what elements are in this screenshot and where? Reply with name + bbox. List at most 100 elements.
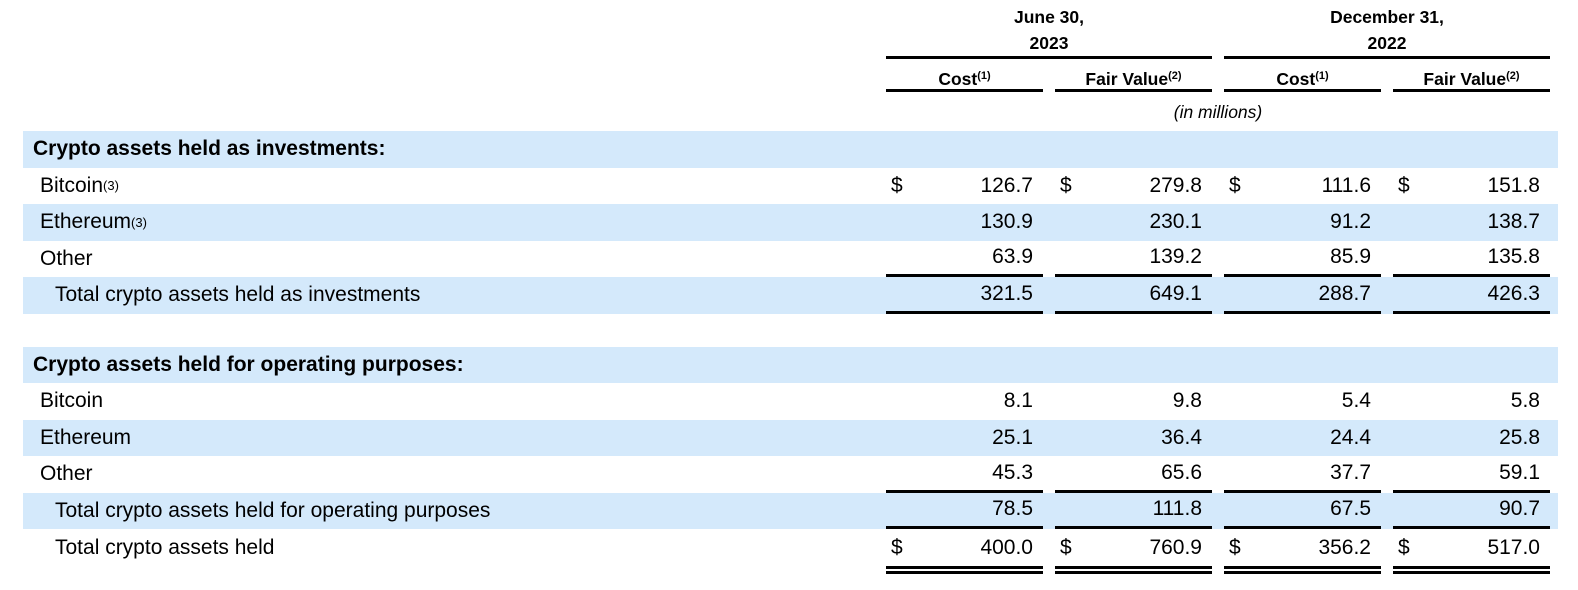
row-label-text: Ethereum [40,425,132,449]
column-gap [1381,456,1393,493]
row-tail [1550,168,1558,205]
cell-fair-value-2023: $279.8 [1055,168,1212,205]
cell-value: 78.5 [992,497,1033,521]
dollar-sign: $ [1060,535,1072,559]
row-label-text: Bitcoin [40,173,104,197]
row-label-text: Total crypto assets held as investments [55,283,421,307]
column-header-label: Fair Value [1423,69,1507,89]
cell-value: 649.1 [1149,281,1202,305]
column-gap [1212,63,1224,92]
cell-value: 37.7 [1330,460,1371,484]
cell-cost-2022: 24.4 [1224,420,1381,457]
footnote-ref: (1) [1315,70,1329,82]
column-gap [1381,277,1393,314]
section-spacer [23,314,1558,347]
cell-cost-2023: 25.1 [886,420,1043,457]
row-filler [886,131,1558,168]
row-label: Ethereum (3) [23,204,886,241]
column-gap [1381,529,1393,574]
row-tail [1550,383,1558,420]
column-gap [1212,204,1224,241]
table-row-ethereum-operating: Ethereum 25.1 36.4 24.4 25.8 [23,419,1558,457]
row-label: Other [23,456,886,493]
cell-cost-2023: 45.3 [886,456,1043,493]
cell-value: 760.9 [1149,535,1202,559]
cell-fair-value-2022: 25.8 [1393,420,1550,457]
footnote-ref: (2) [1168,70,1182,82]
cell-cost-2023: 321.5 [886,277,1043,314]
column-header-fair-value-2023: Fair Value(2) [1055,63,1212,92]
cell-value: 91.2 [1330,210,1371,234]
cell-fair-value-2022: $517.0 [1393,529,1550,574]
cell-value: 321.5 [980,281,1033,305]
header-label-spacer [23,0,886,59]
cell-value: 126.7 [980,173,1033,197]
cell-fair-value-2022: 5.8 [1393,383,1550,420]
row-label: Other [23,241,886,278]
column-gap [1212,168,1224,205]
row-filler [886,347,1558,384]
cell-cost-2023: 8.1 [886,383,1043,420]
cell-value: 426.3 [1487,281,1540,305]
table-row-grand-total: Total crypto assets held $400.0 $760.9 $… [23,529,1558,574]
column-gap [1043,420,1055,457]
row-tail [1550,456,1558,493]
column-gap [1043,63,1055,92]
table-row-total-investments: Total crypto assets held as investments … [23,277,1558,314]
cell-value: 90.7 [1499,497,1540,521]
cell-fair-value-2023: 139.2 [1055,241,1212,277]
column-gap [1043,383,1055,420]
column-gap [1381,63,1393,92]
row-tail [1550,92,1558,125]
column-gap [1212,493,1224,530]
dollar-sign: $ [1060,173,1072,197]
cell-cost-2022: $356.2 [1224,529,1381,574]
column-gap [1043,204,1055,241]
column-gap [1212,529,1224,574]
column-header-fair-value-2022: Fair Value(2) [1393,63,1550,92]
cell-fair-value-2022: $151.8 [1393,168,1550,205]
section-header-row-investments: Crypto assets held as investments: [23,131,1558,168]
section-title: Crypto assets held as investments: [23,131,886,168]
row-tail [1550,63,1558,92]
column-gap [1043,168,1055,205]
cell-cost-2022: 67.5 [1224,493,1381,529]
cell-value: 5.4 [1341,389,1371,413]
period-date: June 30, [1013,7,1085,27]
cell-value: 25.8 [1499,425,1540,449]
section-title-text: Crypto assets held for operating purpose… [33,352,464,376]
section-title: Crypto assets held for operating purpose… [23,347,886,384]
footnote-ref: (3) [103,178,119,194]
cell-value: 85.9 [1330,245,1371,269]
crypto-assets-table: June 30, 2023 December 31, 2022 Cost(1) … [23,0,1558,574]
column-gap [1212,241,1224,278]
column-gap [1043,493,1055,530]
cell-value: 36.4 [1161,425,1202,449]
period-date: December 31, [1330,7,1444,27]
cell-value: 59.1 [1499,460,1540,484]
row-label: Bitcoin [23,383,886,420]
footnote-ref: (1) [977,70,991,82]
footnote-ref: (3) [131,214,147,230]
cell-value: 8.1 [1003,389,1033,413]
period-year: 2023 [1029,33,1069,53]
cell-fair-value-2023: 649.1 [1055,277,1212,314]
cell-cost-2022: 288.7 [1224,277,1381,314]
column-header-cost-2022: Cost(1) [1224,63,1381,92]
table-row-other-investments: Other 63.9 139.2 85.9 135.8 [23,241,1558,278]
column-gap [1212,383,1224,420]
cell-fair-value-2023: 111.8 [1055,493,1212,529]
cell-fair-value-2022: 138.7 [1393,204,1550,241]
cell-value: 279.8 [1149,173,1202,197]
column-header-label: Cost [1276,69,1316,89]
units-note: (in millions) [1173,102,1263,122]
footnote-ref: (2) [1506,70,1520,82]
cell-cost-2022: 5.4 [1224,383,1381,420]
column-gap [1381,241,1393,278]
cell-fair-value-2023: 36.4 [1055,420,1212,457]
dollar-sign: $ [891,173,903,197]
column-gap [1043,241,1055,278]
row-tail [1550,529,1558,574]
row-tail [1550,0,1558,59]
column-header-cost-2023: Cost(1) [886,63,1043,92]
